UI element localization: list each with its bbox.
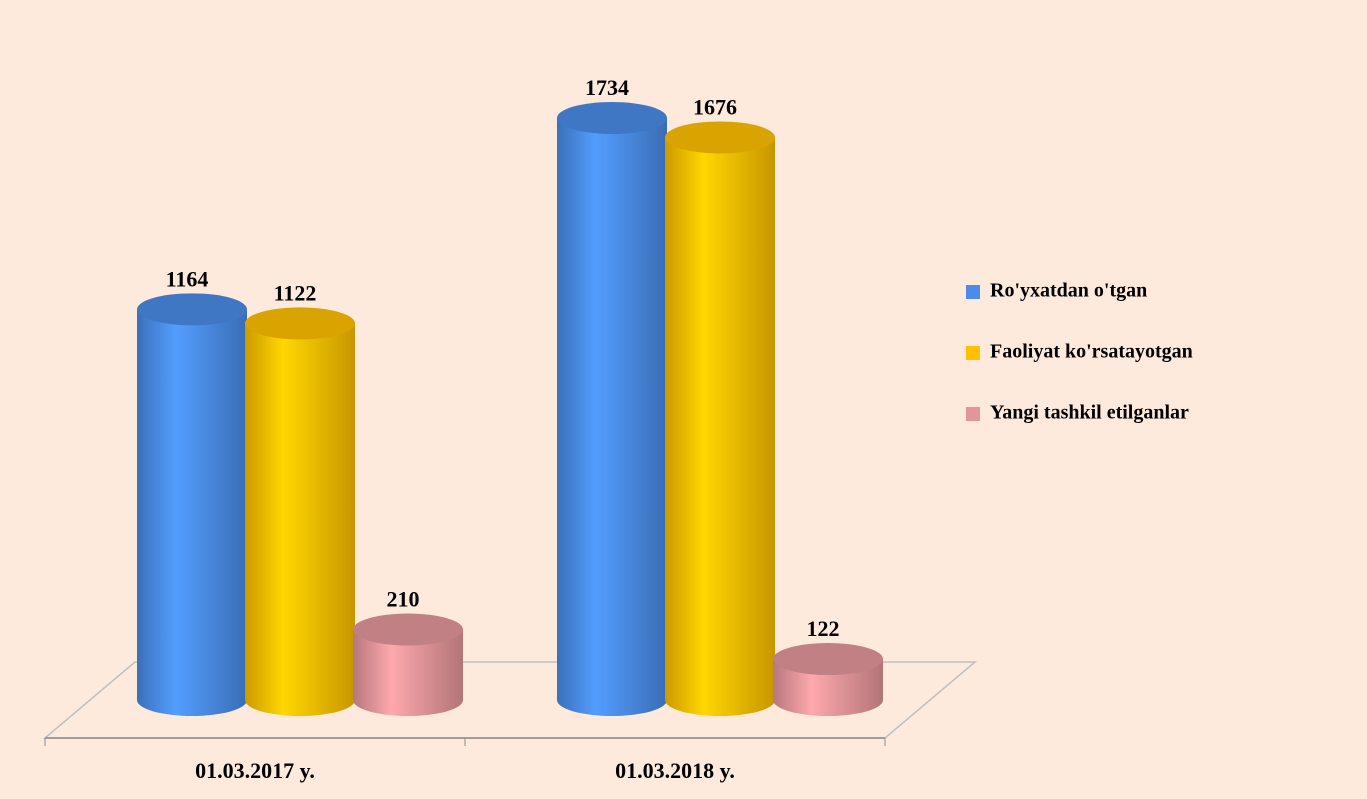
legend-label: Ro'yxatdan o'tgan — [990, 280, 1147, 302]
bar — [557, 118, 667, 700]
legend-label: Faoliyat ko'rsatayotgan — [990, 341, 1193, 363]
data-label: 1734 — [585, 75, 629, 100]
data-label: 122 — [807, 616, 840, 641]
x-tick-label: 01.03.2017 y. — [195, 758, 315, 783]
bar-top — [137, 293, 247, 326]
bar-top — [773, 643, 883, 676]
data-label: 210 — [387, 587, 420, 612]
bar-top — [557, 102, 667, 134]
bar — [665, 137, 775, 700]
legend-swatch — [966, 407, 980, 421]
data-label: 1676 — [693, 95, 737, 120]
legend-swatch — [966, 285, 980, 299]
bar — [245, 323, 355, 700]
legend-label: Yangi tashkil etilganlar — [990, 402, 1189, 424]
x-tick-label: 01.03.2018 y. — [615, 758, 735, 783]
data-label: 1164 — [166, 266, 209, 291]
bar-top — [353, 613, 463, 646]
bar-top — [245, 307, 355, 340]
data-label: 1122 — [274, 280, 317, 305]
bar — [137, 309, 247, 700]
legend-swatch — [966, 346, 980, 360]
bar-top — [665, 121, 775, 154]
